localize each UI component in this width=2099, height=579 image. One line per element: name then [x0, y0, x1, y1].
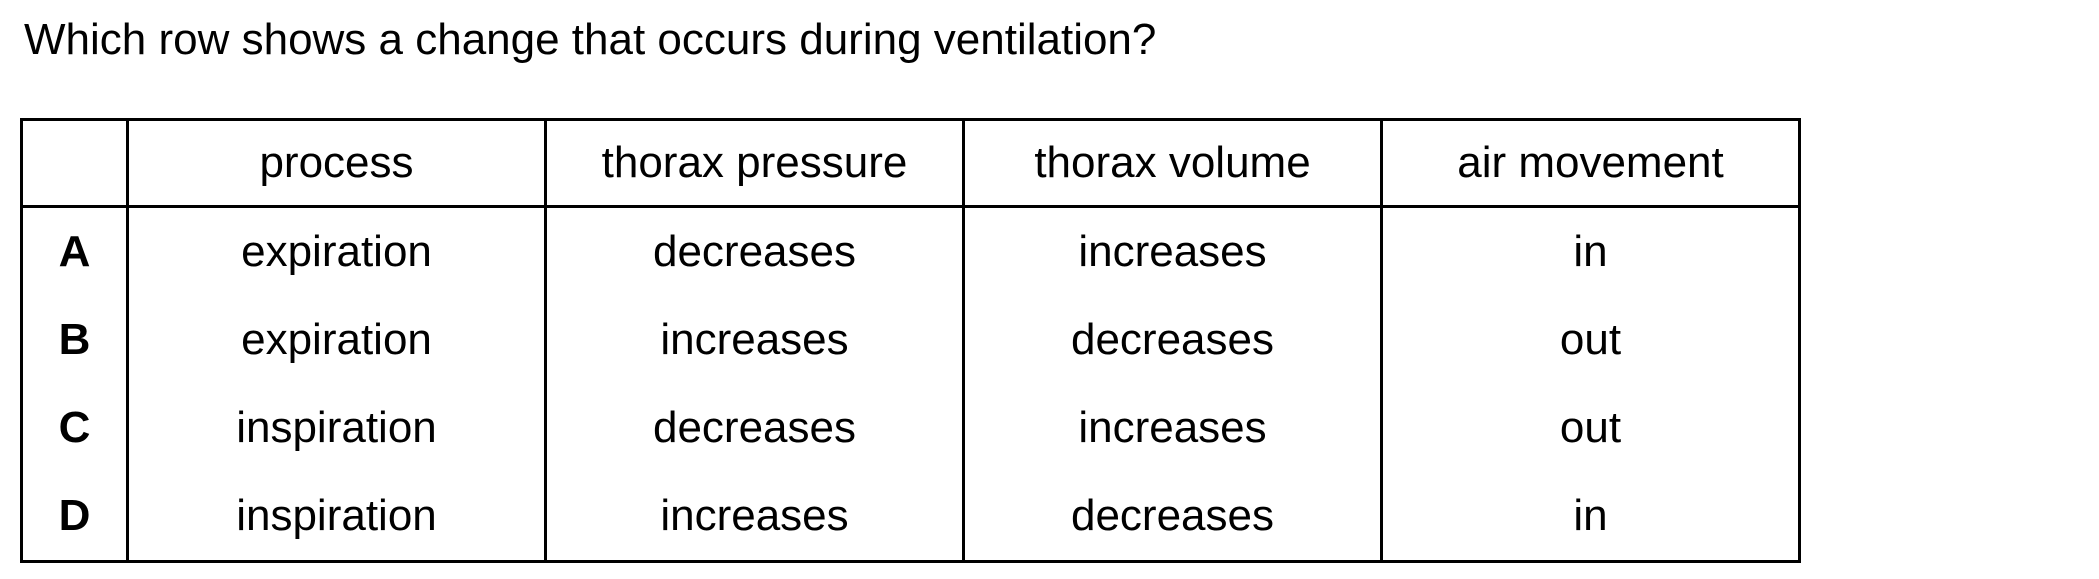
header-row: process thorax pressure thorax volume ai… [20, 119, 1801, 208]
header-cell-air-movement: air movement [1380, 119, 1801, 208]
answer-table: process thorax pressure thorax volume ai… [20, 118, 1801, 563]
row-letter: C [20, 384, 129, 472]
table-row: A expiration decreases increases in [20, 206, 1801, 296]
thorax-volume-cell: increases [962, 384, 1383, 472]
air-movement-cell: in [1380, 206, 1801, 296]
process-cell: inspiration [126, 384, 547, 472]
air-movement-cell: in [1380, 472, 1801, 562]
row-letter: A [20, 206, 129, 296]
process-cell: expiration [126, 206, 547, 296]
air-movement-cell: out [1380, 384, 1801, 472]
table-row: D inspiration increases decreases in [20, 472, 1801, 562]
header-cell-blank [20, 119, 129, 208]
thorax-volume-cell: decreases [962, 472, 1383, 562]
thorax-volume-cell: increases [962, 206, 1383, 296]
thorax-volume-cell: decreases [962, 296, 1383, 384]
process-cell: inspiration [126, 472, 547, 562]
header-cell-thorax-pressure: thorax pressure [544, 119, 965, 208]
question-text: Which row shows a change that occurs dur… [24, 15, 1157, 64]
row-letter: D [20, 472, 129, 562]
process-cell: expiration [126, 296, 547, 384]
table-row: C inspiration decreases increases out [20, 384, 1801, 472]
thorax-pressure-cell: increases [544, 296, 965, 384]
header-cell-thorax-volume: thorax volume [962, 119, 1383, 208]
table-row: B expiration increases decreases out [20, 296, 1801, 384]
thorax-pressure-cell: decreases [544, 384, 965, 472]
row-letter: B [20, 296, 129, 384]
air-movement-cell: out [1380, 296, 1801, 384]
header-cell-process: process [126, 119, 547, 208]
thorax-pressure-cell: decreases [544, 206, 965, 296]
thorax-pressure-cell: increases [544, 472, 965, 562]
